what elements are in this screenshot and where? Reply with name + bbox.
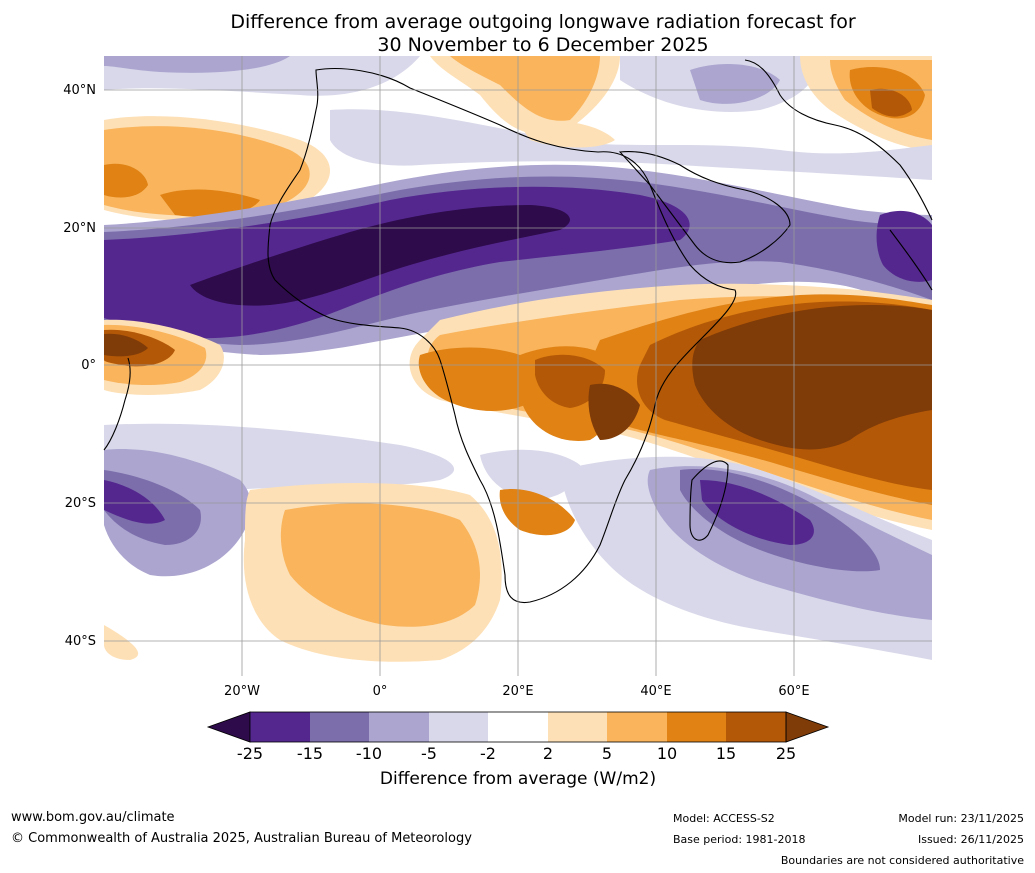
colorbar-tick: 10 (656, 744, 678, 763)
footer-base-period: Base period: 1981-2018 (673, 833, 806, 846)
colorbar-tick: -5 (421, 744, 437, 763)
anomaly-region (450, 56, 600, 121)
footer-model: Model: ACCESS-S2 (673, 812, 775, 825)
anomaly-region (690, 64, 780, 104)
anomaly-region (330, 109, 932, 180)
colorbar-bin (667, 712, 726, 742)
lat-label: 0° (81, 358, 96, 373)
colorbar-bin (429, 712, 488, 742)
anomaly-region (588, 383, 640, 440)
footer-model-run: Model run: 23/11/2025 (898, 812, 1024, 825)
colorbar-extend-low (206, 711, 251, 743)
anomaly-region (160, 189, 260, 217)
colorbar-tick: -15 (296, 744, 324, 763)
colorbar-bin (250, 712, 310, 742)
lon-label: 60°E (778, 684, 810, 699)
colorbar-bin (488, 712, 548, 742)
anomaly-region (104, 56, 290, 73)
anomaly-region (104, 333, 148, 357)
footer-issued: Issued: 26/11/2025 (917, 833, 1024, 846)
colorbar-tick: 15 (715, 744, 737, 763)
graticule (104, 56, 932, 676)
colorbar-bin (607, 712, 667, 742)
lon-label: 40°E (640, 684, 672, 699)
colorbar (206, 711, 830, 743)
anomaly-region (692, 305, 932, 450)
colorbar-tick: 2 (542, 744, 554, 763)
colorbar-tick: 5 (601, 744, 613, 763)
anomaly-region (104, 126, 310, 216)
colorbar-bin (548, 712, 607, 742)
footer-url: www.bom.gov.au/climate (11, 810, 175, 825)
chart-title-line-1: Difference from average outgoing longwav… (230, 11, 856, 33)
colorbar-tick: -10 (355, 744, 383, 763)
colorbar-bin (310, 712, 369, 742)
lon-label: 20°W (224, 684, 260, 699)
anomaly-region (418, 347, 536, 412)
anomaly-region (520, 120, 615, 148)
anomaly-region (535, 354, 605, 408)
anomaly-region (700, 480, 814, 545)
colorbar-tick: 25 (775, 744, 797, 763)
colorbar-tick: -25 (236, 744, 264, 763)
anomaly-region (104, 480, 165, 524)
colorbar-tick: -2 (480, 744, 496, 763)
chart-title-line-2: 30 November to 6 December 2025 (377, 34, 709, 56)
anomaly-region (870, 88, 912, 117)
anomaly-region (104, 625, 139, 660)
anomaly-region (876, 210, 932, 282)
lon-label: 0° (372, 684, 388, 699)
colorbar-extend-high (785, 711, 830, 743)
coastlines (103, 59, 933, 604)
footer-disclaimer: Boundaries are not considered authoritat… (780, 854, 1024, 867)
colorbar-bin (369, 712, 429, 742)
anomaly-region (104, 163, 148, 198)
colorbar-title: Difference from average (W/m2) (379, 769, 657, 789)
lat-label: 20°S (64, 496, 96, 511)
footer-copyright: © Commonwealth of Australia 2025, Austra… (11, 831, 472, 846)
lat-label: 40°S (64, 634, 96, 649)
lat-label: 40°N (63, 83, 96, 98)
anomaly-region (480, 449, 580, 500)
colorbar-bin (726, 712, 786, 742)
lon-label: 20°E (502, 684, 534, 699)
anomaly-region (499, 489, 575, 536)
lat-label: 20°N (63, 221, 96, 236)
anomaly-region (280, 503, 480, 627)
